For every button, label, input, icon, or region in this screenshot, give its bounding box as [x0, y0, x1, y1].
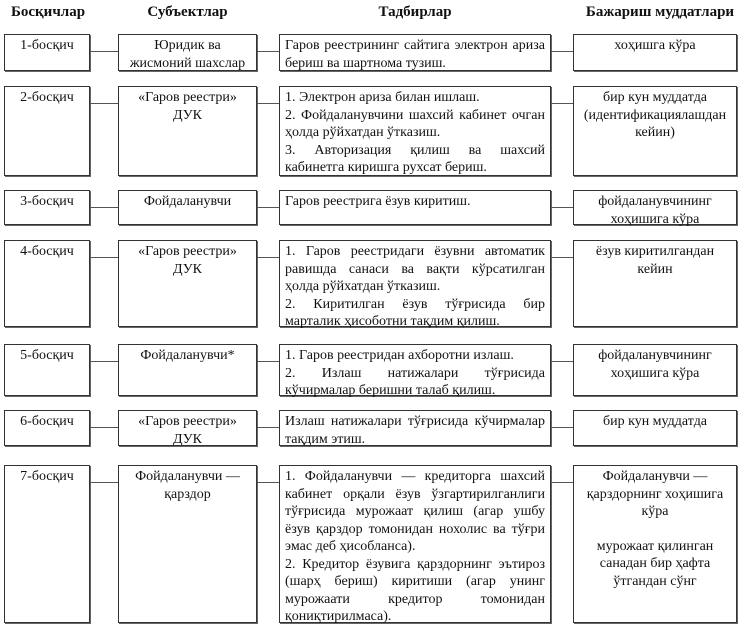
subject-box: Фойдаланувчи — қарздор — [118, 465, 257, 623]
subject-box: «Гаров реестри» ДУК — [118, 410, 257, 447]
deadline-text: фойдаланувчининг хоҳишига кўра — [598, 348, 712, 381]
subject-box: Юридик ва жисмоний шахслар — [118, 34, 257, 71]
stage-box: 2-босқич — [4, 86, 90, 176]
deadline-box: хоҳишга кўра — [573, 34, 737, 71]
connector-line — [90, 482, 118, 483]
connector-line — [257, 103, 279, 104]
deadline-text: Фойдаланувчи — қарздорнинг хоҳишига кўра — [586, 469, 724, 519]
stage-box: 4-босқич — [4, 240, 90, 327]
subject-box: «Гаров реестри» ДУК — [118, 240, 257, 327]
header-deadlines: Бажариш муддатлари — [585, 4, 735, 20]
connector-line — [257, 51, 279, 52]
connector-line — [257, 257, 279, 258]
header-subjects: Субъектлар — [147, 4, 228, 20]
connector-line — [551, 427, 573, 428]
deadline-text: бир кун муддатда (идентификациялашдан ке… — [583, 90, 727, 140]
connector-line — [257, 482, 279, 483]
stage-box: 7-босқич — [4, 465, 90, 623]
deadline-text: ёзув киритилгандан кейин — [595, 244, 715, 277]
stage-box: 1-босқич — [4, 34, 90, 71]
deadline-text: хоҳишга кўра — [614, 38, 696, 53]
subject-box: Фойдаланувчи — [118, 190, 257, 225]
deadline-text: мурожаат қилинган санадан бир ҳафта ўтга… — [596, 538, 714, 589]
action-item: 3. Авторизация қилиш ва шахсий кабинетга… — [285, 142, 545, 176]
actions-box: 1. Гаров реестридан ахборотни излаш. 2. И… — [279, 344, 551, 398]
connector-line — [257, 427, 279, 428]
action-item: 2. Кредитор ёзувига қарздорнинг эътироз … — [285, 556, 545, 625]
connector-line — [551, 51, 573, 52]
action-item: 1. Гаров реестридан ахборотни излаш. — [285, 348, 514, 363]
action-item: Гаров реестрига ёзув киритиш. — [285, 194, 471, 209]
action-item: 2. Фойдаланувчини шахсий кабинет очган ҳ… — [285, 107, 545, 141]
connector-line — [90, 427, 118, 428]
connector-line — [257, 207, 279, 208]
action-item: Гаров реестрининг сайтига электрон ариза… — [285, 38, 545, 71]
actions-box: Излаш натижалари тўғрисида кўчирмалар та… — [279, 410, 551, 447]
header-stages: Босқичлар — [10, 4, 86, 20]
actions-box: 1. Электрон ариза билан ишлаш. 2. Фойдала… — [279, 86, 551, 176]
actions-box: 1. Фойдаланувчи — кредиторга шахсий каби… — [279, 465, 551, 625]
connector-line — [90, 207, 118, 208]
action-item: 1. Электрон ариза билан ишлаш. — [285, 90, 480, 105]
connector-line — [551, 257, 573, 258]
connector-line — [90, 51, 118, 52]
deadline-box: фойдаланувчининг хоҳишига кўра — [573, 344, 737, 396]
stage-box: 3-босқич — [4, 190, 90, 225]
subject-box: Фойдаланувчи* — [118, 344, 257, 396]
connector-line — [551, 482, 573, 483]
action-item: 2. Киритилган ёзув тўғрисида бир мартали… — [285, 296, 545, 330]
deadline-box: ёзув киритилгандан кейин — [573, 240, 737, 327]
deadline-box: бир кун муддатда — [573, 410, 737, 446]
deadline-box: бир кун муддатда (идентификациялашдан ке… — [573, 86, 737, 176]
connector-line — [551, 103, 573, 104]
deadline-text: бир кун муддатда — [602, 414, 708, 429]
connector-line — [90, 103, 118, 104]
header-actions: Тадбирлар — [378, 4, 452, 20]
deadline-box: Фойдаланувчи — қарздорнинг хоҳишига кўра… — [573, 465, 737, 623]
stage-box: 5-босқич — [4, 344, 90, 396]
subject-box: «Гаров реестри» ДУК — [118, 86, 257, 176]
connector-line — [551, 361, 573, 362]
actions-box: 1. Гаров реестридаги ёзувни автоматик ра… — [279, 240, 551, 329]
deadline-text: фойдаланувчининг хоҳишига кўра — [598, 194, 712, 227]
action-item: 2. Излаш натижалари тўғрисида кўчирмалар… — [285, 365, 545, 399]
stage-box: 6-босқич — [4, 410, 90, 446]
connector-line — [90, 257, 118, 258]
action-item: 1. Фойдаланувчи — кредиторга шахсий каби… — [285, 469, 545, 554]
action-item: 1. Гаров реестридаги ёзувни автоматик ра… — [285, 244, 545, 294]
connector-line — [257, 361, 279, 362]
connector-line — [90, 361, 118, 362]
actions-box: Гаров реестрига ёзув киритиш. — [279, 190, 551, 225]
action-item: Излаш натижалари тўғрисида кўчирмалар та… — [285, 414, 545, 447]
deadline-box: фойдаланувчининг хоҳишига кўра — [573, 190, 737, 227]
actions-box: Гаров реестрининг сайтига электрон ариза… — [279, 34, 551, 71]
connector-line — [551, 207, 573, 208]
